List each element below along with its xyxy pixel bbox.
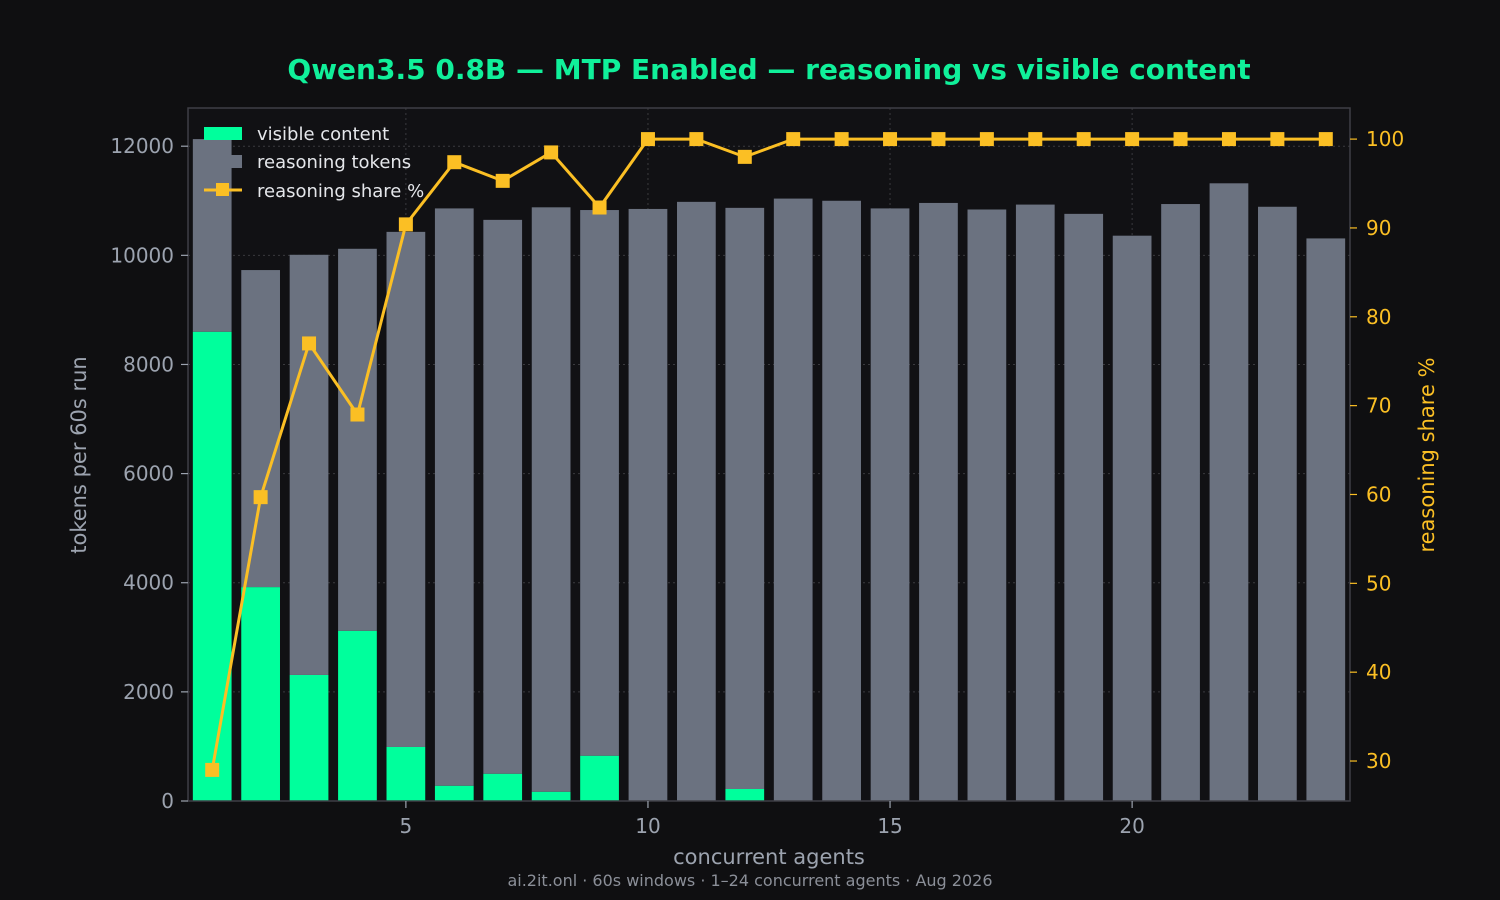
footer-note: ai.2it.onl · 60s windows · 1–24 concurre… — [507, 871, 992, 890]
reasoning-share-point — [350, 407, 365, 422]
y2-tick-label: 100 — [1366, 127, 1404, 151]
reasoning-share-point — [737, 149, 752, 164]
bar-reasoning-tokens — [1306, 238, 1346, 801]
reasoning-share-point — [883, 132, 898, 147]
reasoning-share-point — [592, 200, 607, 215]
bar-reasoning-tokens — [1112, 235, 1152, 801]
bar-reasoning-tokens — [677, 201, 716, 802]
reasoning-share-point — [1318, 132, 1333, 147]
legend-swatch-visible-content — [204, 127, 242, 140]
bar-reasoning-tokens — [1209, 183, 1249, 801]
y-axis-left: 0 2000 4000 6000 8000 10000 12000 — [110, 134, 188, 813]
x-tick-label: 10 — [635, 814, 660, 838]
bar-reasoning-tokens — [434, 208, 474, 786]
legend-swatch-reasoning-share-marker — [216, 183, 229, 196]
bar-visible-content — [192, 331, 232, 801]
y-tick-label: 10000 — [110, 243, 174, 267]
bar-reasoning-tokens — [580, 210, 619, 756]
reasoning-share-point — [544, 145, 559, 160]
reasoning-share-point — [834, 132, 849, 147]
reasoning-share-point — [398, 217, 413, 232]
reasoning-share-point — [1125, 132, 1140, 147]
bar-reasoning-tokens — [1015, 204, 1055, 801]
bar-reasoning-tokens — [338, 248, 377, 631]
bar-reasoning-tokens — [483, 219, 523, 774]
y2-tick-label: 70 — [1366, 394, 1391, 418]
reasoning-share-point — [447, 155, 462, 170]
bar-reasoning-tokens — [822, 200, 861, 801]
bar-visible-content — [725, 788, 765, 801]
chart-title: Qwen3.5 0.8B — MTP Enabled — reasoning v… — [287, 53, 1250, 86]
y2-tick-label: 80 — [1366, 305, 1391, 329]
legend-label-reasoning-share: reasoning share % — [257, 181, 424, 202]
bar-reasoning-tokens — [967, 209, 1007, 801]
reasoning-share-point — [640, 132, 655, 147]
legend: visible content reasoning tokens reasoni… — [204, 124, 424, 202]
y-tick-label: 6000 — [123, 462, 174, 486]
bar-visible-content — [386, 746, 426, 801]
reasoning-share-point — [979, 132, 994, 147]
reasoning-share-point — [495, 173, 510, 188]
y-tick-label: 12000 — [110, 134, 174, 158]
plot-frame — [187, 107, 1351, 802]
legend-label-visible-content: visible content — [257, 124, 389, 145]
bar-visible-content — [434, 785, 474, 801]
y-tick-label: 2000 — [123, 680, 174, 704]
reasoning-share-point — [253, 490, 268, 505]
y2-axis-label: reasoning share % — [1415, 357, 1439, 552]
reasoning-share-point — [1028, 132, 1043, 147]
bar-visible-content — [580, 755, 619, 801]
plot-area — [188, 108, 1350, 801]
reasoning-share-point — [1173, 132, 1188, 147]
reasoning-share-line — [205, 132, 1333, 777]
y2-tick-label: 30 — [1366, 749, 1391, 773]
bar-reasoning-tokens — [919, 202, 958, 801]
legend-swatch-reasoning-tokens — [204, 155, 242, 168]
bar-reasoning-tokens — [1064, 213, 1104, 801]
bar-reasoning-tokens — [241, 270, 280, 588]
y2-tick-label: 90 — [1366, 216, 1391, 240]
bar-visible-content — [483, 773, 523, 801]
y-axis-right: 30 40 50 60 70 80 90 100 — [1350, 127, 1404, 773]
x-tick-label: 15 — [877, 814, 902, 838]
bar-reasoning-tokens — [531, 207, 571, 792]
bar-visible-content — [338, 630, 377, 801]
reasoning-share-point — [689, 132, 704, 147]
bar-reasoning-tokens — [1258, 206, 1297, 802]
bars — [192, 139, 1346, 802]
reasoning-share-point — [786, 132, 801, 147]
y-tick-label: 8000 — [123, 352, 174, 376]
y2-tick-label: 40 — [1366, 660, 1391, 684]
bar-reasoning-tokens — [192, 139, 232, 332]
x-tick-label: 5 — [400, 814, 413, 838]
x-axis: 5 10 15 20 — [400, 801, 1145, 838]
reasoning-share-point — [1221, 132, 1236, 147]
bar-visible-content — [531, 791, 571, 801]
bar-reasoning-tokens — [1161, 204, 1200, 802]
y2-tick-label: 50 — [1366, 571, 1391, 595]
reasoning-share-point — [931, 132, 946, 147]
reasoning-share-polyline — [210, 137, 1326, 771]
y-tick-label: 0 — [161, 789, 174, 813]
legend-label-reasoning-tokens: reasoning tokens — [257, 152, 411, 173]
y-tick-label: 4000 — [123, 571, 174, 595]
y2-tick-label: 60 — [1366, 482, 1391, 506]
bar-reasoning-tokens — [870, 208, 910, 802]
bar-reasoning-tokens — [386, 231, 426, 747]
reasoning-share-point — [302, 336, 317, 351]
bar-reasoning-tokens — [628, 208, 668, 801]
bar-visible-content — [241, 587, 280, 801]
reasoning-share-point — [1076, 132, 1091, 147]
y-axis-label: tokens per 60s run — [67, 356, 91, 554]
x-axis-label: concurrent agents — [673, 845, 865, 869]
bar-reasoning-tokens — [289, 254, 329, 675]
bar-reasoning-tokens — [725, 207, 765, 789]
x-tick-label: 20 — [1119, 814, 1144, 838]
bar-reasoning-tokens — [773, 198, 813, 801]
bar-visible-content — [289, 674, 329, 801]
reasoning-share-point — [205, 762, 220, 777]
reasoning-share-point — [1270, 132, 1285, 147]
